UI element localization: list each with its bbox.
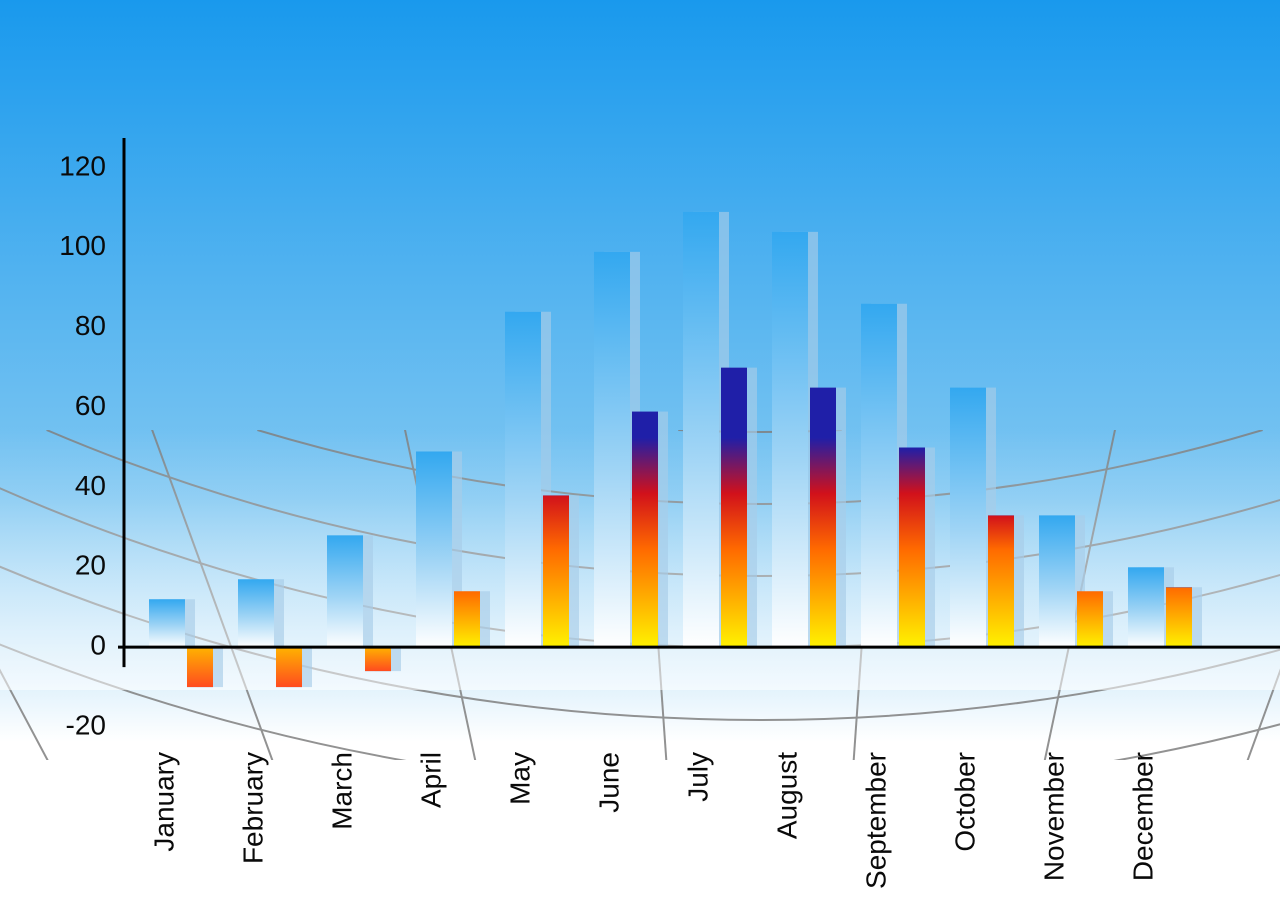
- x-tick-label: June: [593, 752, 624, 813]
- series-a-bar: [861, 304, 897, 647]
- series-b-bar: [632, 412, 658, 648]
- series-b-bar: [276, 647, 302, 687]
- series-a-bar: [416, 451, 452, 647]
- x-tick-label: September: [860, 752, 891, 889]
- x-tick-label: December: [1127, 752, 1158, 881]
- series-a-bar: [683, 212, 719, 647]
- series-b-bar: [543, 495, 569, 647]
- series-b-bar: [988, 515, 1014, 647]
- series-a-bar: [238, 579, 274, 647]
- x-tick-label: August: [771, 752, 802, 839]
- series-b-bar: [899, 448, 925, 648]
- monthly-bar-chart: -20 0 20 40 60 80 100 120 January February March Ap…: [0, 0, 1280, 905]
- x-tick-label: October: [949, 752, 980, 852]
- x-tick-label: March: [326, 752, 357, 830]
- y-tick-label: 80: [75, 310, 106, 341]
- x-tick-label: July: [682, 752, 713, 802]
- series-a-bar: [772, 232, 808, 647]
- x-tick-label: February: [237, 752, 268, 864]
- x-tick-label: May: [504, 752, 535, 805]
- series-b-bar: [187, 647, 213, 687]
- y-tick-label: 0: [90, 630, 106, 661]
- series-b-bar: [1166, 587, 1192, 647]
- series-b-bar: [454, 591, 480, 647]
- x-tick-label: January: [148, 752, 179, 852]
- series-a-bar: [1039, 515, 1075, 647]
- y-tick-label: -20: [66, 709, 106, 740]
- x-tick-label: November: [1038, 752, 1069, 881]
- series-b-bar: [365, 647, 391, 671]
- y-tick-label: 40: [75, 470, 106, 501]
- series-a-bar: [1128, 567, 1164, 647]
- series-a-bar: [594, 252, 630, 647]
- chart-stage: -20 0 20 40 60 80 100 120 January February March Ap…: [0, 0, 1280, 905]
- y-tick-label: 20: [75, 550, 106, 581]
- series-a-bar: [327, 535, 363, 647]
- series-a-bar: [149, 599, 185, 647]
- x-tick-label: April: [415, 752, 446, 808]
- y-tick-label: 120: [59, 150, 106, 181]
- y-tick-label: 60: [75, 390, 106, 421]
- series-b-bar: [721, 368, 747, 647]
- series-b-bar: [810, 388, 836, 648]
- series-a-bar: [505, 312, 541, 647]
- series-a-bar: [950, 388, 986, 648]
- series-b-bar: [1077, 591, 1103, 647]
- y-tick-label: 100: [59, 230, 106, 261]
